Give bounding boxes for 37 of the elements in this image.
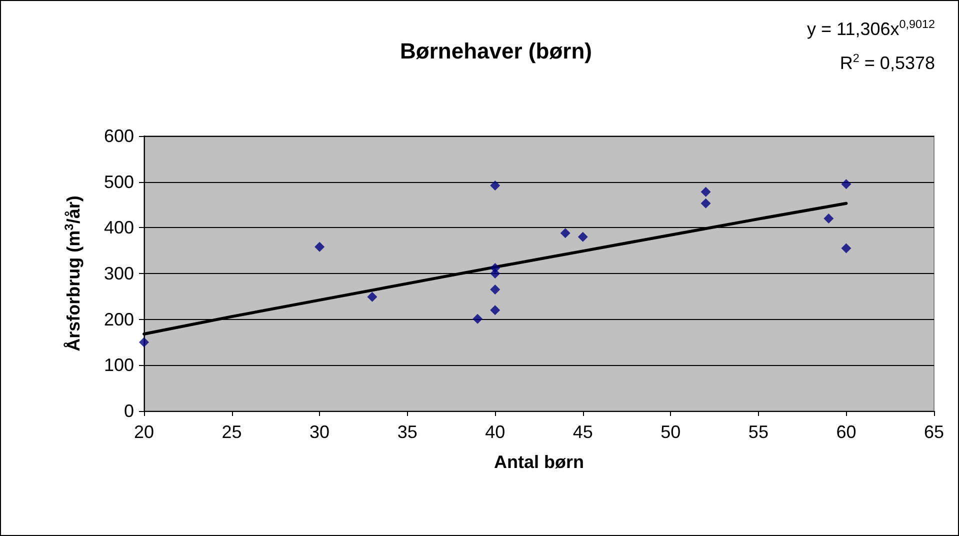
point bbox=[139, 337, 149, 348]
text: y = 11,306x$^{0,9012}$ bbox=[807, 18, 935, 40]
x-tick-label: 40 bbox=[485, 422, 506, 442]
point bbox=[578, 232, 588, 242]
x-tick-label: 30 bbox=[310, 422, 330, 442]
y-tick-label: 500 bbox=[104, 172, 134, 192]
point bbox=[841, 179, 852, 190]
point bbox=[841, 243, 852, 254]
point bbox=[700, 198, 711, 208]
x-tick-label: 20 bbox=[134, 422, 154, 442]
point bbox=[824, 214, 834, 224]
point bbox=[490, 305, 500, 316]
point bbox=[490, 180, 500, 190]
y-tick-label: 400 bbox=[104, 218, 134, 238]
y-tick-label: 0 bbox=[124, 401, 134, 421]
x-tick-label: 50 bbox=[660, 422, 681, 442]
x-tick-label: 25 bbox=[222, 422, 242, 442]
point bbox=[367, 292, 378, 302]
text: R$^{2}$ = 0,5378 bbox=[840, 52, 935, 74]
point bbox=[490, 284, 500, 295]
y-tick-label: 300 bbox=[104, 264, 134, 284]
point bbox=[472, 314, 483, 324]
y-tick-label: 100 bbox=[104, 355, 134, 376]
point bbox=[560, 228, 570, 238]
x-tick-label: 60 bbox=[836, 422, 856, 442]
y-axis-title: Årsforbrug (m3/år) bbox=[62, 196, 84, 352]
chart-title: Børnehaver (børn) bbox=[400, 38, 592, 64]
x-axis-title: Antal børn bbox=[494, 452, 584, 472]
x-tick-label: 45 bbox=[572, 422, 593, 442]
point bbox=[314, 242, 325, 252]
y-tick-label: 600 bbox=[104, 126, 134, 146]
point bbox=[700, 186, 711, 197]
x-tick-label: 65 bbox=[924, 422, 944, 442]
x-tick-label: 35 bbox=[397, 422, 418, 442]
point bbox=[490, 268, 500, 278]
x-tick-label: 55 bbox=[748, 422, 768, 442]
y-tick-label: 200 bbox=[104, 309, 134, 330]
